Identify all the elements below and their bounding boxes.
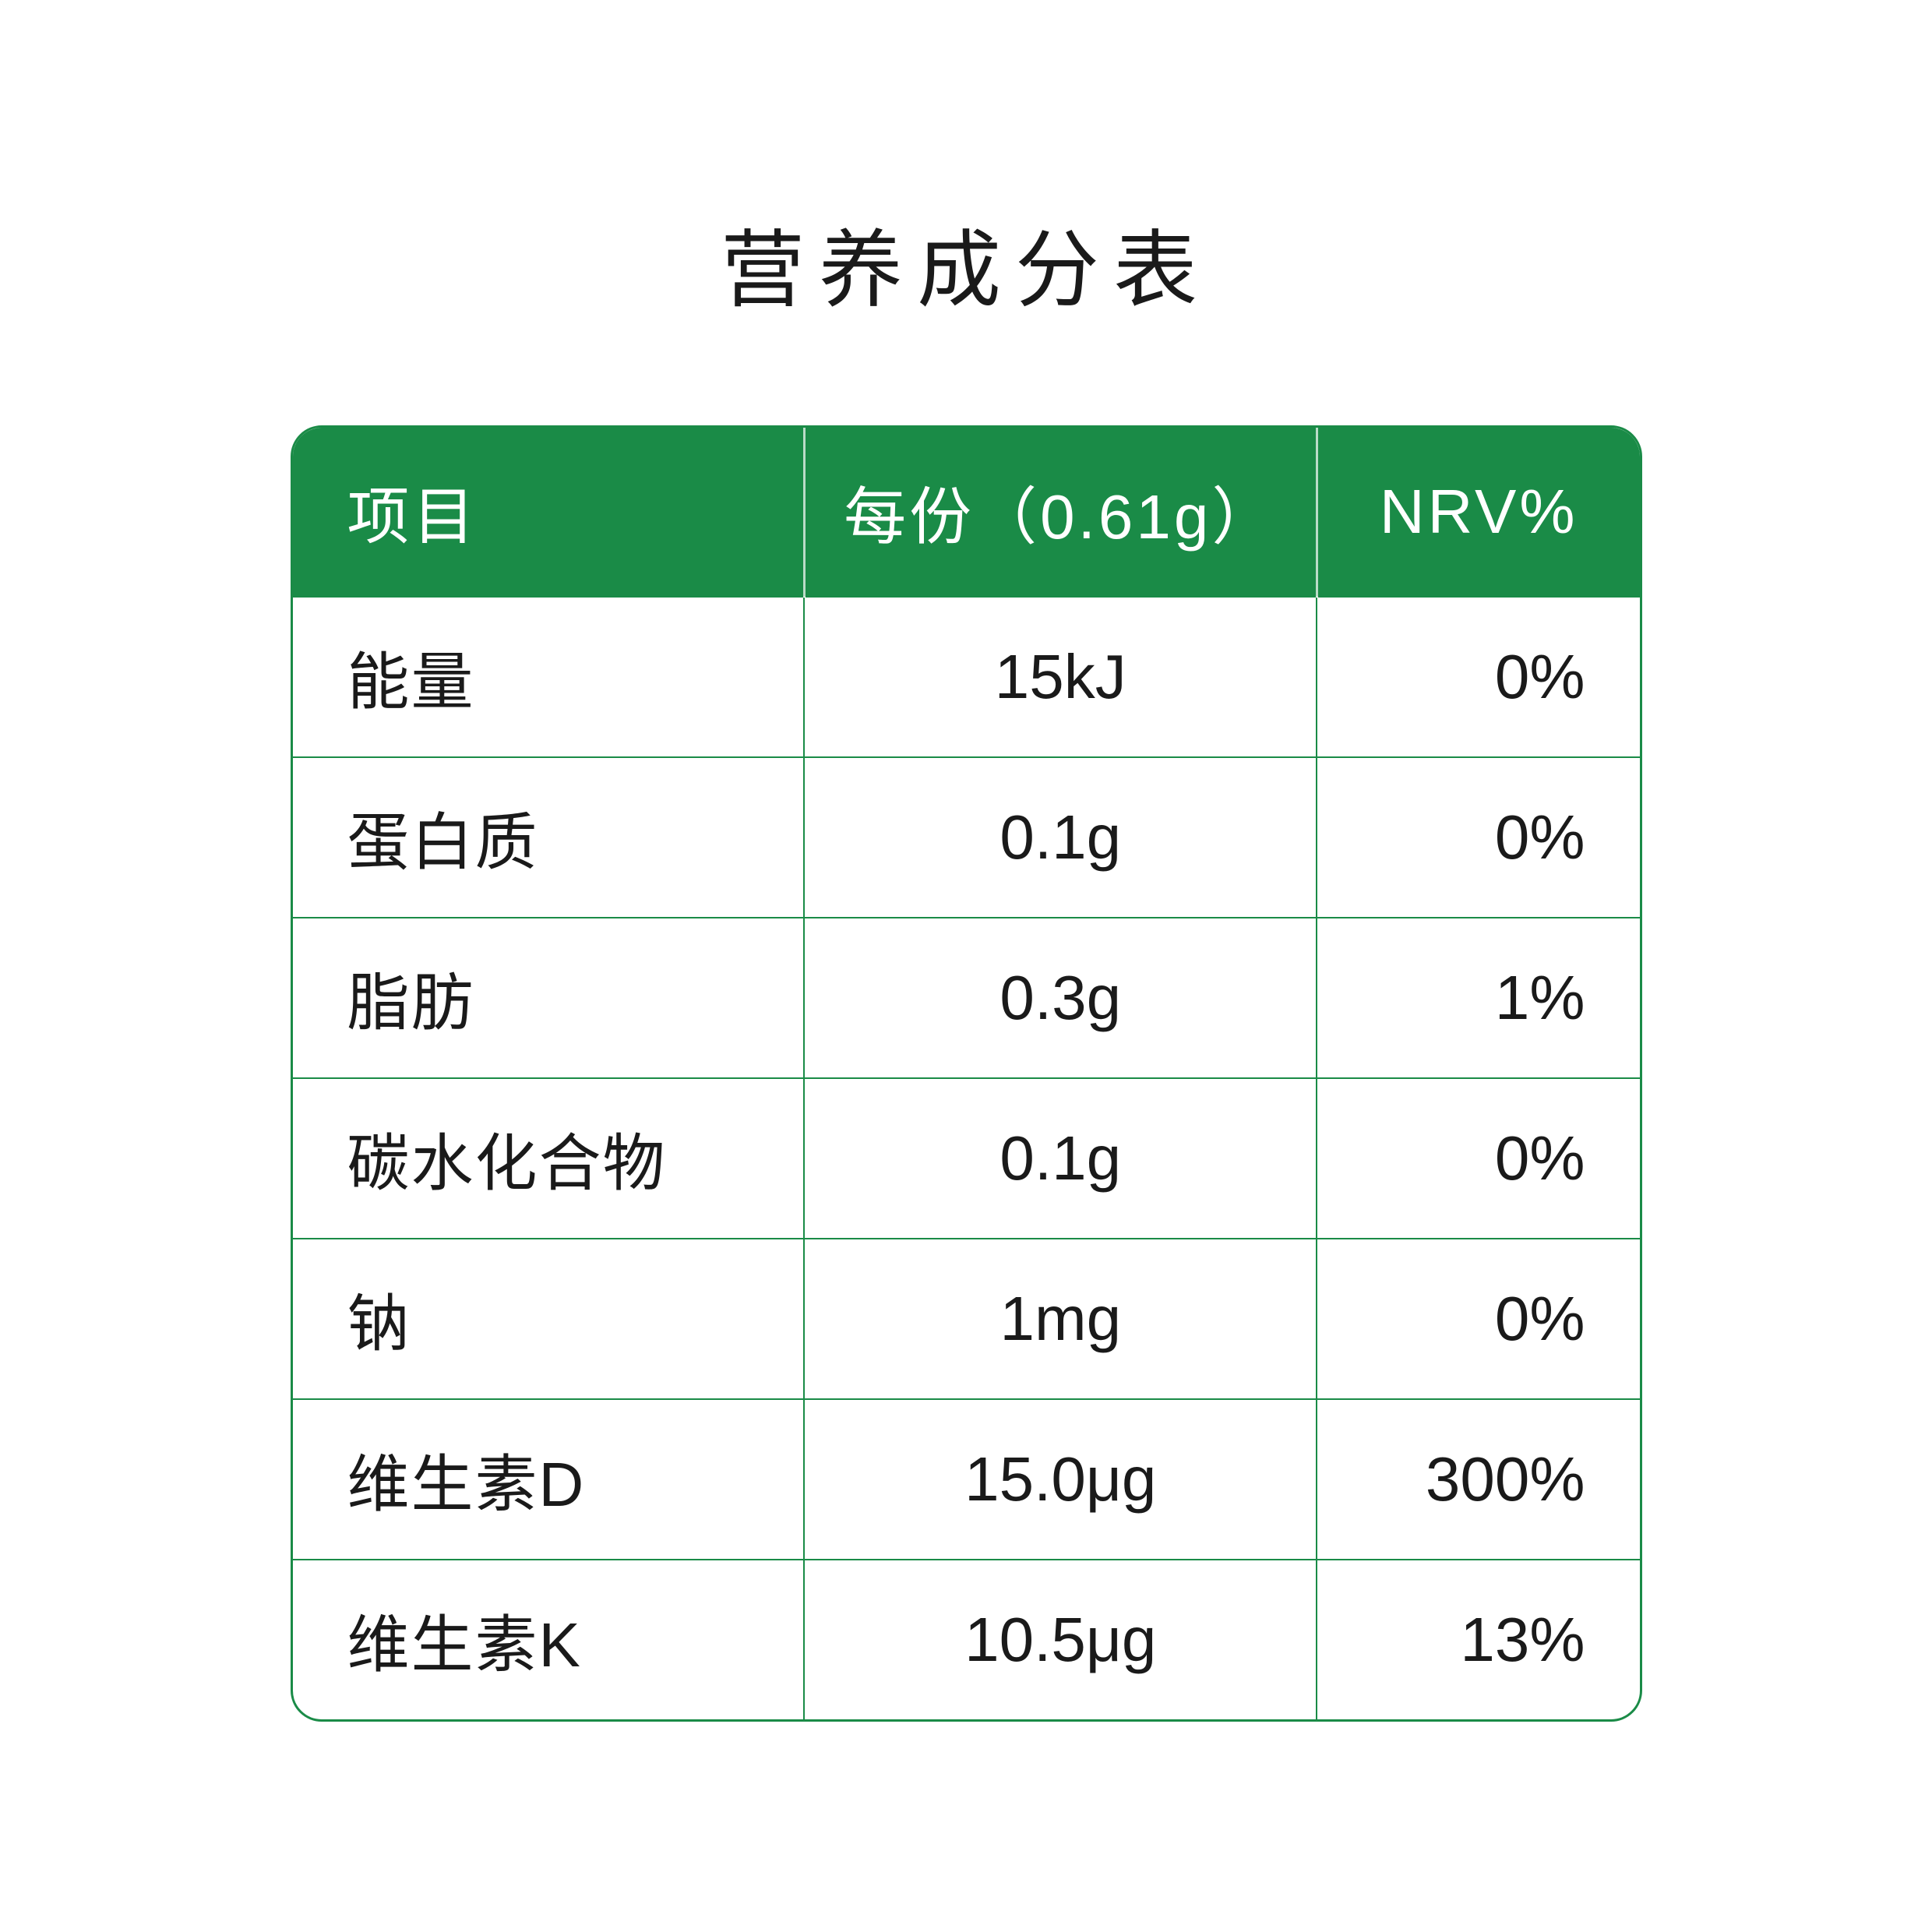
table-row: 蛋白质 0.1g 0% xyxy=(293,757,1640,918)
table-row: 维生素D 15.0μg 300% xyxy=(293,1399,1640,1560)
col-header-serving: 每份（0.61g） xyxy=(804,428,1317,597)
cell-nrv: 0% xyxy=(1317,597,1639,757)
cell-serving: 1mg xyxy=(804,1239,1317,1399)
table-row: 脂肪 0.3g 1% xyxy=(293,918,1640,1078)
page-title: 营养成分表 xyxy=(721,203,1211,324)
cell-item: 维生素K xyxy=(293,1560,805,1719)
cell-item: 蛋白质 xyxy=(293,757,805,918)
cell-item: 维生素D xyxy=(293,1399,805,1560)
table-row: 维生素K 10.5μg 13% xyxy=(293,1560,1640,1719)
nutrition-table-container: 项目 每份（0.61g） NRV% 能量 15kJ 0% 蛋白质 0.1g 0%… xyxy=(291,425,1642,1722)
cell-nrv: 13% xyxy=(1317,1560,1639,1719)
cell-item: 碳水化合物 xyxy=(293,1078,805,1239)
cell-serving: 10.5μg xyxy=(804,1560,1317,1719)
cell-nrv: 0% xyxy=(1317,1078,1639,1239)
cell-nrv: 1% xyxy=(1317,918,1639,1078)
cell-item: 能量 xyxy=(293,597,805,757)
table-row: 钠 1mg 0% xyxy=(293,1239,1640,1399)
col-header-nrv: NRV% xyxy=(1317,428,1639,597)
cell-serving: 0.3g xyxy=(804,918,1317,1078)
cell-serving: 0.1g xyxy=(804,757,1317,918)
cell-nrv: 0% xyxy=(1317,757,1639,918)
table-header-row: 项目 每份（0.61g） NRV% xyxy=(293,428,1640,597)
col-header-item: 项目 xyxy=(293,428,805,597)
table-row: 碳水化合物 0.1g 0% xyxy=(293,1078,1640,1239)
cell-serving: 15.0μg xyxy=(804,1399,1317,1560)
cell-item: 脂肪 xyxy=(293,918,805,1078)
table-row: 能量 15kJ 0% xyxy=(293,597,1640,757)
cell-item: 钠 xyxy=(293,1239,805,1399)
cell-nrv: 0% xyxy=(1317,1239,1639,1399)
nutrition-table: 项目 每份（0.61g） NRV% 能量 15kJ 0% 蛋白质 0.1g 0%… xyxy=(293,428,1640,1719)
cell-serving: 15kJ xyxy=(804,597,1317,757)
cell-serving: 0.1g xyxy=(804,1078,1317,1239)
cell-nrv: 300% xyxy=(1317,1399,1639,1560)
